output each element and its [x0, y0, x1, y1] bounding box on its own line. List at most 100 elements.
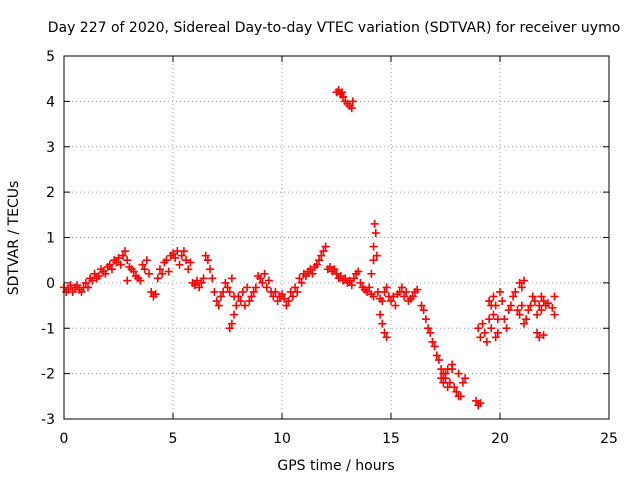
data-point — [372, 251, 381, 260]
data-point — [533, 310, 542, 319]
data-point — [519, 276, 528, 285]
data-point — [519, 319, 528, 328]
data-point — [478, 319, 487, 328]
data-point — [378, 297, 387, 306]
data-point — [221, 278, 230, 287]
data-point — [524, 306, 533, 315]
data-point — [129, 267, 138, 276]
data-point — [282, 301, 291, 310]
data-point — [533, 328, 542, 337]
data-point — [485, 297, 494, 306]
data-point — [201, 251, 210, 260]
data-point — [197, 278, 206, 287]
data-point — [142, 256, 151, 265]
data-point — [517, 283, 526, 292]
data-point — [297, 278, 306, 287]
data-point — [511, 287, 520, 296]
data-point — [175, 260, 184, 269]
data-point — [273, 297, 282, 306]
data-point — [539, 331, 548, 340]
data-point — [348, 97, 357, 106]
data-point — [227, 319, 236, 328]
data-point — [203, 256, 212, 265]
data-point — [434, 356, 443, 365]
data-point — [504, 306, 513, 315]
x-tick-label: 10 — [273, 431, 291, 447]
data-point — [378, 319, 387, 328]
data-point — [426, 328, 435, 337]
data-point — [101, 269, 110, 278]
data-point — [123, 256, 132, 265]
data-point — [214, 301, 223, 310]
data-point — [164, 267, 173, 276]
data-point — [489, 292, 498, 301]
data-point — [380, 328, 389, 337]
data-point — [400, 292, 409, 301]
data-point — [325, 262, 334, 271]
data-point — [330, 265, 339, 274]
data-point — [489, 310, 498, 319]
data-point — [537, 292, 546, 301]
data-point — [145, 269, 154, 278]
data-point — [498, 297, 507, 306]
data-point — [474, 324, 483, 333]
data-point — [515, 310, 524, 319]
data-point — [452, 387, 461, 396]
data-point — [258, 278, 267, 287]
data-point — [349, 274, 358, 283]
data-point — [496, 287, 504, 296]
data-point — [81, 278, 90, 287]
data-point — [528, 292, 537, 301]
data-point — [397, 283, 406, 292]
data-point — [121, 247, 130, 256]
data-point — [230, 310, 239, 319]
data-point — [236, 297, 245, 306]
data-point — [264, 276, 273, 285]
data-point — [345, 276, 354, 285]
x-axis-label: GPS time / hours — [277, 458, 394, 474]
data-point — [419, 306, 428, 315]
data-point — [537, 306, 546, 315]
data-point — [458, 378, 467, 387]
data-point — [428, 337, 437, 346]
data-point — [212, 297, 221, 306]
data-point — [284, 297, 293, 306]
y-tick-label: 1 — [46, 231, 55, 247]
data-point — [223, 283, 232, 292]
data-point — [247, 292, 256, 301]
y-tick-label: -2 — [41, 367, 55, 383]
data-point — [513, 306, 522, 315]
data-point — [190, 281, 199, 290]
data-point — [153, 274, 162, 283]
data-point — [356, 278, 365, 287]
data-point — [472, 396, 481, 405]
data-point — [539, 297, 548, 306]
data-point — [500, 315, 509, 324]
data-point — [317, 251, 326, 260]
data-point — [548, 303, 557, 312]
plot-frame — [63, 55, 610, 420]
data-point — [171, 253, 180, 262]
data-point — [105, 260, 114, 269]
x-tick-label: 15 — [382, 431, 400, 447]
data-point — [295, 274, 304, 283]
data-point — [155, 265, 164, 274]
data-point — [319, 247, 328, 256]
data-point — [206, 265, 215, 274]
data-point — [382, 283, 391, 292]
data-point — [251, 283, 260, 292]
chart-title: Day 227 of 2020, Sidereal Day-to-day VTE… — [48, 20, 621, 36]
data-point — [402, 287, 411, 296]
data-point — [380, 287, 389, 296]
data-point — [550, 292, 559, 301]
data-point — [369, 242, 378, 251]
data-point — [208, 274, 217, 283]
data-point — [509, 292, 518, 301]
data-point — [184, 265, 193, 274]
data-point — [64, 285, 73, 294]
data-point — [199, 274, 208, 283]
data-point — [249, 287, 258, 296]
data-point — [506, 301, 515, 310]
data-point — [376, 310, 385, 319]
